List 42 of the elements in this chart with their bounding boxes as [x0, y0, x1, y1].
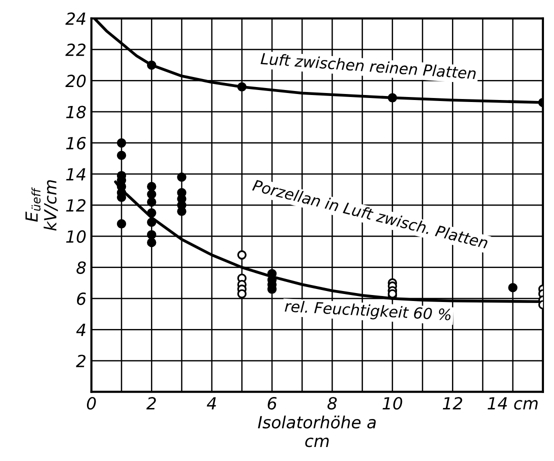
y-tick-label: 8 — [76, 261, 86, 274]
annotation: Luft zwischen reinen Platten — [260, 52, 476, 80]
point — [146, 230, 156, 240]
y-tick-label: 18 — [66, 106, 86, 118]
point — [177, 172, 186, 182]
x-tick-label: 10 — [382, 397, 402, 410]
x-tick-label: 4 — [206, 397, 216, 410]
point — [146, 60, 156, 70]
x-tick-label: 12 — [442, 397, 462, 410]
point — [146, 197, 156, 207]
point — [146, 190, 156, 199]
y-tick-label: 10 — [66, 230, 86, 243]
y-tick-label: 12 — [66, 199, 86, 212]
point — [116, 150, 126, 160]
x-tick-label: 2 — [146, 397, 156, 410]
y-tick-label: 4 — [76, 324, 86, 336]
y-tick-label: 22 — [65, 44, 86, 56]
point — [177, 206, 186, 216]
point — [237, 250, 247, 260]
x-axis-title: Isolatorhöhe a cm — [258, 416, 376, 448]
y-axis-title: E$_{üeff}$ kV/cm — [25, 180, 58, 231]
x-tick-label: 14 cm — [488, 397, 538, 410]
point — [116, 138, 126, 148]
y-tick-label: 24 — [65, 12, 86, 25]
y-tick-label: 6 — [76, 292, 86, 306]
y-tick-label: 16 — [66, 136, 86, 150]
point — [146, 208, 156, 218]
point — [388, 93, 398, 102]
point — [146, 238, 156, 248]
annotation: rel. Feuchtigkeit 60 % — [284, 300, 451, 324]
point — [237, 289, 247, 298]
point — [146, 218, 156, 227]
point — [237, 82, 247, 92]
point — [116, 219, 126, 228]
y-tick-label: 20 — [65, 74, 86, 88]
x-tick-label: 0 — [86, 397, 96, 410]
x-tick-label: 6 — [268, 397, 277, 410]
y-tick-label: 2 — [76, 354, 86, 368]
x-tick-label: 8 — [327, 397, 337, 410]
point — [146, 182, 156, 192]
point — [508, 282, 518, 292]
y-tick-label: 14 — [66, 168, 86, 180]
